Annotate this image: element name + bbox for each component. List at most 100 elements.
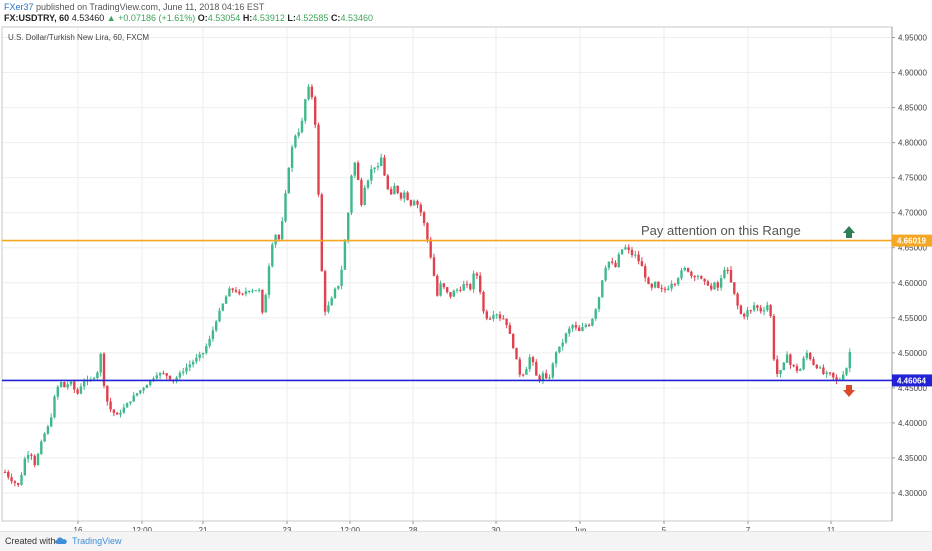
candle-body — [337, 285, 340, 289]
candle-body — [581, 326, 584, 332]
price-chart[interactable]: 4.30000 4.35000 4.40000 4.45000 4.50000 4.550… — [0, 25, 932, 531]
candle-body — [650, 284, 653, 288]
candle-body — [20, 475, 23, 485]
candle-body — [644, 266, 647, 278]
candle-body — [779, 370, 782, 374]
low-value: 4.52585 — [295, 13, 329, 23]
close-value: 4.53460 — [340, 13, 373, 23]
author-link[interactable]: FXer37 — [4, 2, 34, 12]
candle-body — [429, 239, 432, 258]
candle-body — [554, 352, 558, 364]
candle-body — [713, 282, 716, 290]
candle-body — [548, 377, 551, 379]
candle-body — [792, 364, 795, 367]
candle-body — [498, 314, 502, 319]
candle-body — [667, 288, 670, 290]
price-tick-label: 4.50000 — [898, 349, 927, 358]
price-tick-label: 4.70000 — [898, 209, 927, 218]
candle-body — [366, 180, 370, 188]
candle-body — [79, 386, 83, 394]
candle-body — [426, 223, 429, 240]
candle-body — [277, 234, 281, 240]
last-price: 4.53460 — [71, 13, 105, 23]
candle-body — [290, 147, 294, 168]
candle-body — [495, 314, 498, 316]
candle-body — [231, 288, 234, 291]
candle-body — [818, 367, 822, 369]
created-with-text: Created with — [5, 536, 56, 546]
time-tick-label: 12:00 — [132, 526, 153, 531]
candle-body — [287, 167, 290, 194]
candle-body — [224, 296, 228, 304]
candle-body — [356, 162, 360, 180]
candle-body — [10, 477, 13, 482]
candle-body — [59, 381, 63, 387]
candle-body — [360, 179, 363, 205]
candle-body — [92, 378, 96, 380]
price-axis: 4.30000 4.35000 4.40000 4.45000 4.50000 4.550… — [892, 34, 927, 498]
candle-body — [686, 268, 690, 272]
candle-body — [238, 291, 241, 294]
candle-body — [363, 187, 366, 205]
candle-body — [805, 352, 809, 359]
candle-body — [848, 352, 851, 369]
candle-body — [759, 307, 762, 312]
time-tick-label: 16 — [74, 526, 83, 531]
candle-body — [142, 388, 145, 391]
candle-body — [521, 374, 525, 376]
candle-body — [772, 316, 776, 360]
candle-body — [271, 244, 274, 267]
candle-body — [40, 441, 43, 454]
tradingview-link[interactable]: TradingView — [72, 536, 122, 546]
candle-body — [611, 261, 614, 263]
candle-body — [264, 294, 267, 313]
candle-body — [129, 401, 132, 404]
candle-body — [310, 86, 314, 98]
candle-body — [683, 268, 686, 271]
candle-body — [386, 175, 389, 190]
candle-body — [640, 261, 644, 267]
candle-body — [535, 362, 538, 376]
candle-body — [703, 278, 706, 282]
cloud-icon — [55, 537, 67, 544]
candle-body — [472, 273, 475, 290]
candle-body — [538, 375, 541, 381]
candle-body — [455, 289, 459, 291]
candle-body — [736, 293, 739, 306]
candle-body — [63, 381, 66, 388]
candle-body — [769, 305, 772, 317]
candle-body — [525, 369, 528, 375]
candle-body — [571, 325, 574, 329]
candle-body — [601, 280, 604, 298]
candle-body — [469, 284, 472, 290]
candle-body — [211, 330, 215, 339]
horizontal-lines[interactable]: 4.66019 4.46064 — [2, 234, 932, 387]
candle-body — [584, 324, 587, 327]
candle-body — [96, 372, 99, 379]
candle-body — [845, 368, 848, 375]
candle-body — [617, 254, 620, 267]
candle-body — [376, 166, 380, 168]
candle-body — [558, 346, 561, 353]
candle-body — [228, 288, 231, 297]
candle-body — [762, 310, 766, 312]
candle-body — [815, 364, 818, 369]
candle-body — [561, 342, 564, 347]
candle-body — [208, 338, 211, 347]
high-label: H: — [242, 13, 253, 23]
candle-body — [168, 375, 172, 380]
candle-body — [254, 290, 257, 292]
support-price-tag — [892, 374, 932, 387]
candle-body — [307, 86, 310, 100]
candle-body — [630, 249, 634, 256]
candle-body — [657, 281, 660, 288]
grid-lines — [2, 27, 892, 521]
candle-body — [281, 221, 284, 240]
candle-body — [389, 189, 393, 195]
candle-body — [158, 373, 162, 376]
candle-body — [799, 369, 802, 371]
candle-body — [267, 266, 271, 295]
candle-body — [119, 412, 122, 415]
candle-body — [188, 364, 191, 368]
time-tick-label: 21 — [199, 526, 208, 531]
